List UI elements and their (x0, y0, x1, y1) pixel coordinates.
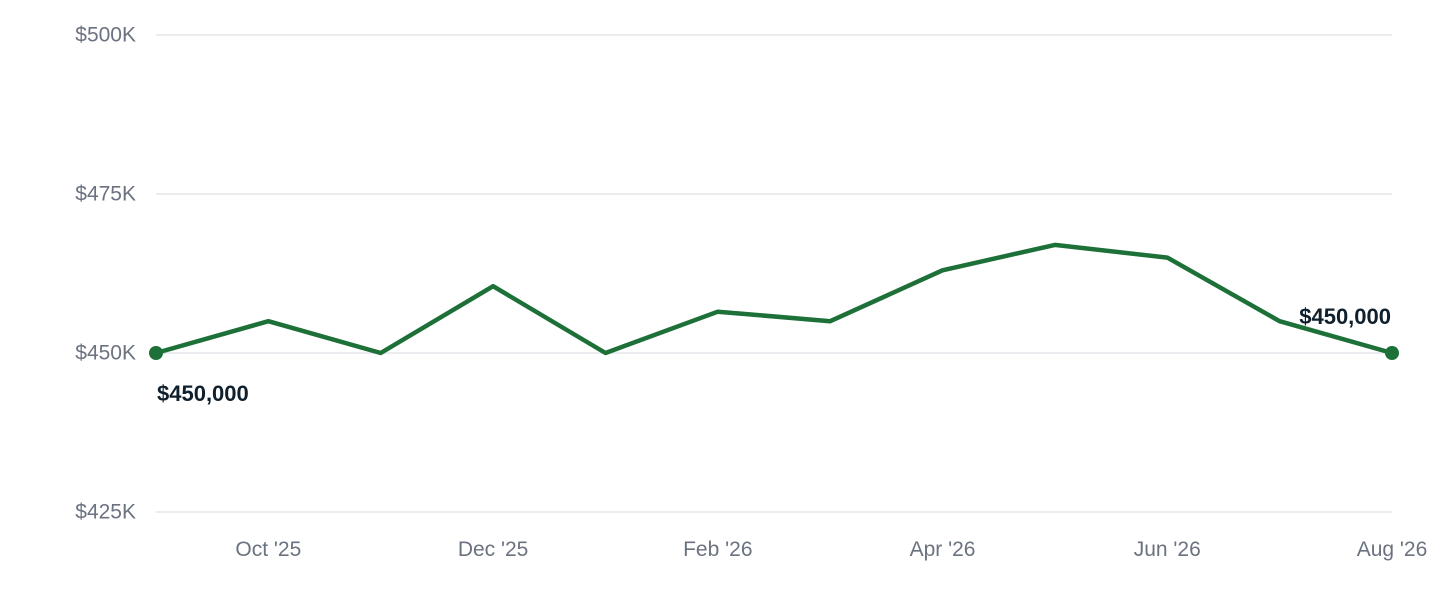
endpoint-value-label: $450,000 (157, 381, 249, 406)
y-tick-label: $425K (75, 501, 136, 524)
y-tick-label: $475K (75, 183, 136, 206)
series-lines (153, 242, 1395, 356)
x-axis-tick-labels: Oct '25 Dec '25 Feb '26 Apr '26 Jun '26 Aug '… (235, 538, 1427, 561)
endpoint-value-label: $450,000 (1299, 304, 1391, 329)
series-line (153, 242, 1395, 356)
x-tick-label: Dec '25 (458, 538, 529, 561)
x-tick-label: Apr '26 (910, 538, 976, 561)
y-axis-tick-labels: $500K $475K $450K $425K (75, 24, 136, 524)
endpoint-marker (149, 346, 163, 360)
x-tick-label: Oct '25 (235, 538, 301, 561)
grid-lines (156, 34, 1392, 513)
endpoint-markers (149, 346, 1399, 360)
y-tick-label: $450K (75, 342, 136, 365)
y-tick-label: $500K (75, 24, 136, 47)
endpoint-marker (1385, 346, 1399, 360)
x-tick-label: Jun '26 (1134, 538, 1201, 561)
endpoint-value-labels: $450,000 $450,000 (157, 304, 1391, 406)
x-tick-label: Feb '26 (683, 538, 752, 561)
x-tick-label: Aug '26 (1357, 538, 1428, 561)
